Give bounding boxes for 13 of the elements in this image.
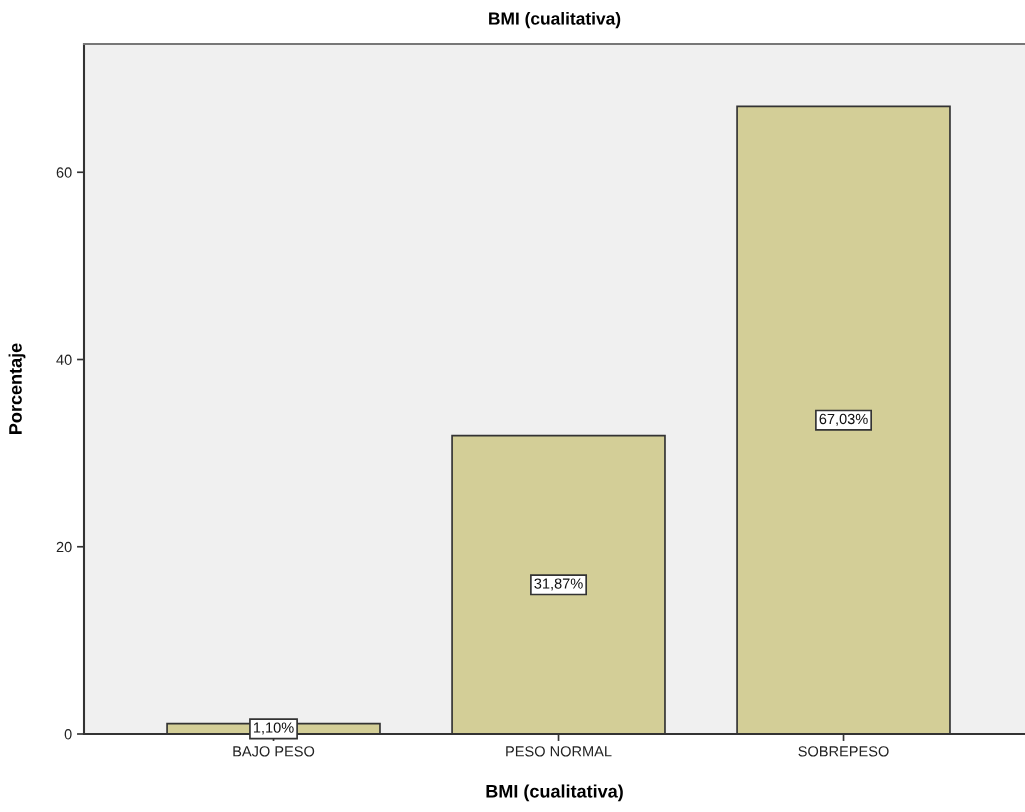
y-tick-label: 0: [64, 729, 72, 740]
data-label: 31,87%: [534, 578, 583, 591]
x-axis-title: BMI (cualitativa): [486, 784, 623, 802]
y-axis-title: Porcentaje: [8, 343, 26, 434]
y-tick-label: 60: [56, 167, 72, 178]
x-tick-label: BAJO PESO: [233, 746, 315, 757]
y-tick-label: 20: [56, 541, 72, 553]
chart-title: BMI (cualitativa): [489, 11, 621, 29]
data-label: 67,03%: [819, 413, 868, 426]
y-tick-label: 40: [56, 354, 72, 365]
x-tick-label: PESO NORMAL: [506, 746, 612, 757]
x-tick-label: SOBREPESO: [798, 746, 889, 757]
data-label: 1,10%: [253, 722, 294, 735]
